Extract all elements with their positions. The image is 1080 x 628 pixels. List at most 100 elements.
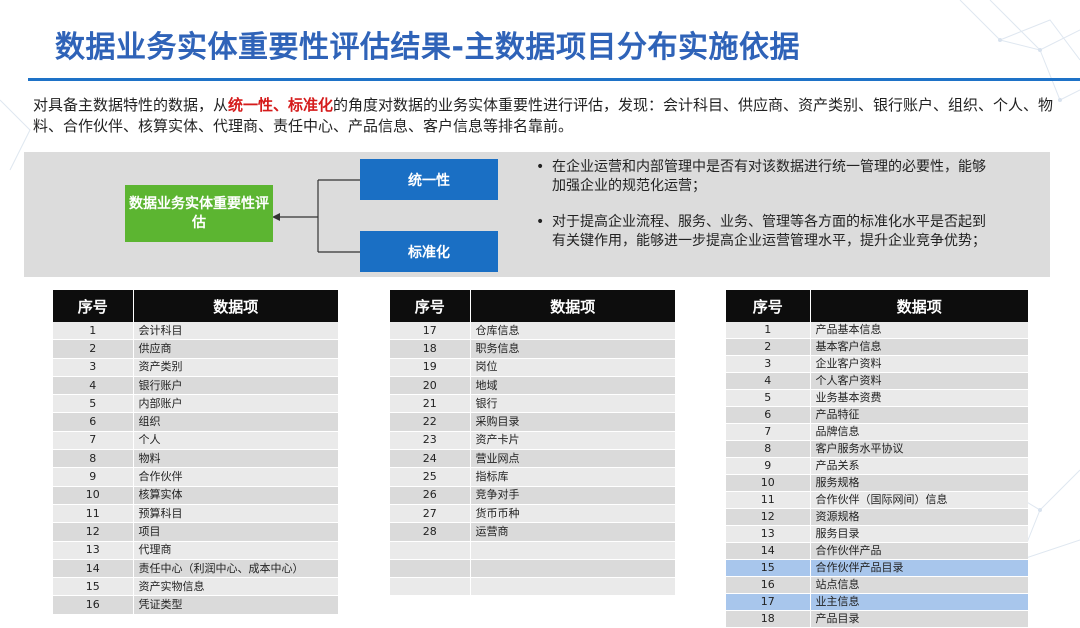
table-row: 2 供应商 — [53, 339, 338, 359]
row-number: 16 — [53, 595, 133, 615]
row-number: 3 — [726, 355, 810, 373]
row-item: 代理商 — [132, 541, 338, 560]
row-number: 27 — [390, 504, 470, 524]
bullet-uniformity: 在企业运营和内部管理中是否有对该数据进行统一管理的必要性，能够加强企业的规范化运… — [536, 158, 986, 196]
row-item: 项目 — [132, 522, 338, 542]
table-row: 11 合作伙伴（国际网间）信息 — [726, 491, 1028, 509]
row-item: 产品关系 — [809, 457, 1028, 475]
table-row: 26 竞争对手 — [390, 486, 675, 505]
row-number — [390, 541, 470, 560]
table-row: 20 地域 — [390, 376, 675, 396]
data-table-1: 序号 数据项 1 会计科目 2 供应商 3 资产类别 4 银行账户 5 内部账户 6 组织 7 个人 8 物料… — [53, 290, 338, 615]
row-item: 责任中心（利润中心、成本中心） — [132, 559, 338, 579]
row-number: 11 — [53, 504, 133, 524]
table-row: 7 个人 — [53, 431, 338, 451]
row-item: 会计科目 — [132, 322, 338, 341]
row-number: 5 — [53, 394, 133, 414]
row-number: 7 — [53, 431, 133, 451]
standardization-box: 标准化 — [360, 231, 498, 272]
table-row: 4 银行账户 — [53, 376, 338, 396]
row-item: 企业客户资料 — [809, 355, 1028, 373]
row-item: 核算实体 — [132, 486, 338, 505]
row-item: 品牌信息 — [809, 423, 1028, 441]
table-row: 7 品牌信息 — [726, 423, 1028, 441]
row-item: 银行 — [469, 394, 675, 414]
row-item: 银行账户 — [132, 376, 338, 396]
bullet-standardization: 对于提高企业流程、服务、业务、管理等各方面的标准化水平是否起到有关键作用，能够进… — [536, 213, 986, 251]
criteria-bullets: 在企业运营和内部管理中是否有对该数据进行统一管理的必要性，能够加强企业的规范化运… — [536, 158, 986, 251]
row-item: 资源规格 — [809, 508, 1028, 526]
table-row: 28 运营商 — [390, 522, 675, 542]
row-number: 8 — [726, 440, 810, 458]
row-number: 11 — [726, 491, 810, 509]
row-number: 1 — [726, 322, 810, 339]
row-item: 组织 — [132, 412, 338, 432]
row-number: 8 — [53, 449, 133, 469]
row-number: 2 — [726, 338, 810, 356]
row-number: 25 — [390, 467, 470, 487]
intro-paragraph: 对具备主数据特性的数据，从统一性、标准化的角度对数据的业务实体重要性进行评估，发… — [33, 95, 1063, 137]
table-row: 15 资产实物信息 — [53, 577, 338, 597]
table-row: 14 合作伙伴产品 — [726, 542, 1028, 560]
header-no: 序号 — [726, 290, 811, 322]
table-row: 6 组织 — [53, 412, 338, 432]
row-number: 17 — [390, 322, 470, 341]
table-row: 24 营业网点 — [390, 449, 675, 469]
table-row: 16 凭证类型 — [53, 595, 338, 615]
row-number: 18 — [726, 610, 810, 628]
table-row: 14 责任中心（利润中心、成本中心） — [53, 559, 338, 579]
row-number: 15 — [726, 559, 810, 577]
row-item: 业主信息 — [809, 593, 1028, 611]
row-number: 10 — [726, 474, 810, 492]
page-title: 数据业务实体重要性评估结果-主数据项目分布实施依据 — [55, 30, 800, 65]
table-row: 4 个人客户资料 — [726, 372, 1028, 390]
row-item: 合作伙伴（国际网间）信息 — [809, 491, 1028, 509]
row-item: 岗位 — [469, 358, 675, 377]
row-item — [469, 577, 675, 597]
row-item: 营业网点 — [469, 449, 675, 469]
row-number: 10 — [53, 486, 133, 505]
row-number — [390, 559, 470, 579]
row-number: 14 — [53, 559, 133, 579]
row-item: 资产类别 — [132, 358, 338, 377]
row-number: 4 — [53, 376, 133, 396]
header-no: 序号 — [53, 290, 134, 322]
row-item: 运营商 — [469, 522, 675, 542]
table-row: 15 合作伙伴产品目录 — [726, 559, 1028, 577]
table-row: 17 业主信息 — [726, 593, 1028, 611]
row-number: 24 — [390, 449, 470, 469]
row-number: 6 — [53, 412, 133, 432]
table-row: 9 产品关系 — [726, 457, 1028, 475]
row-item: 合作伙伴产品目录 — [809, 559, 1028, 577]
row-item: 凭证类型 — [132, 595, 338, 615]
table-row: 12 资源规格 — [726, 508, 1028, 526]
table-row: 2 基本客户信息 — [726, 338, 1028, 356]
table-row: 18 产品目录 — [726, 610, 1028, 628]
row-item: 个人 — [132, 431, 338, 451]
row-item: 服务目录 — [809, 525, 1028, 543]
row-number: 16 — [726, 576, 810, 594]
row-item: 资产实物信息 — [132, 577, 338, 597]
row-number — [390, 577, 470, 597]
row-number: 4 — [726, 372, 810, 390]
row-number: 9 — [53, 467, 133, 487]
row-number: 12 — [726, 508, 810, 526]
table-row — [390, 541, 675, 560]
row-number: 2 — [53, 339, 133, 359]
row-item: 货币币种 — [469, 504, 675, 524]
header-item: 数据项 — [470, 290, 675, 322]
table-row: 27 货币币种 — [390, 504, 675, 524]
row-item: 业务基本资费 — [809, 389, 1028, 407]
table-row: 23 资产卡片 — [390, 431, 675, 451]
data-table-2: 序号 数据项 17 仓库信息 18 职务信息 19 岗位 20 地域 21 银行 22 采购目录 23 资… — [390, 290, 675, 597]
table-row: 13 代理商 — [53, 541, 338, 560]
connector-lines — [272, 179, 360, 253]
row-item: 预算科目 — [132, 504, 338, 524]
row-number: 13 — [726, 525, 810, 543]
table-row: 11 预算科目 — [53, 504, 338, 524]
table-row: 6 产品特征 — [726, 406, 1028, 424]
row-item: 物料 — [132, 449, 338, 469]
table-row: 21 银行 — [390, 394, 675, 414]
row-item: 客户服务水平协议 — [809, 440, 1028, 458]
row-number: 18 — [390, 339, 470, 359]
